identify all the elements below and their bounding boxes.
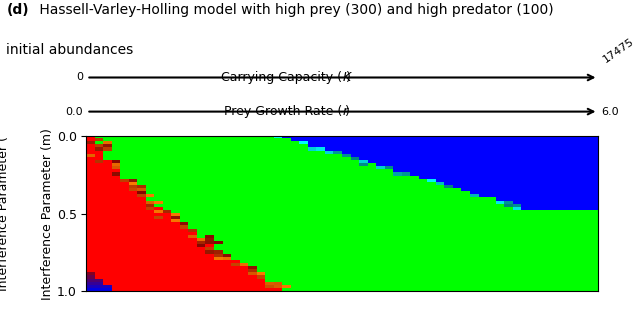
Text: ): ) [346, 71, 355, 84]
Text: 6.0: 6.0 [602, 107, 620, 117]
Text: (d): (d) [6, 3, 29, 17]
Y-axis label: Interference Parameter (m): Interference Parameter (m) [41, 128, 54, 300]
Text: Interference Parameter (: Interference Parameter ( [0, 136, 10, 291]
Text: r: r [342, 105, 348, 118]
Text: initial abundances: initial abundances [6, 43, 134, 57]
Text: K: K [342, 71, 351, 84]
Text: ): ) [345, 105, 354, 118]
Text: 17475: 17475 [602, 37, 636, 65]
Text: Hassell-Varley-Holling model with high prey (300) and high predator (100): Hassell-Varley-Holling model with high p… [35, 3, 554, 17]
Text: Prey Growth Rate (: Prey Growth Rate ( [224, 105, 342, 118]
Text: Carrying Capacity (: Carrying Capacity ( [221, 71, 342, 84]
Text: 0.0: 0.0 [65, 107, 83, 117]
Text: 0: 0 [76, 73, 83, 82]
